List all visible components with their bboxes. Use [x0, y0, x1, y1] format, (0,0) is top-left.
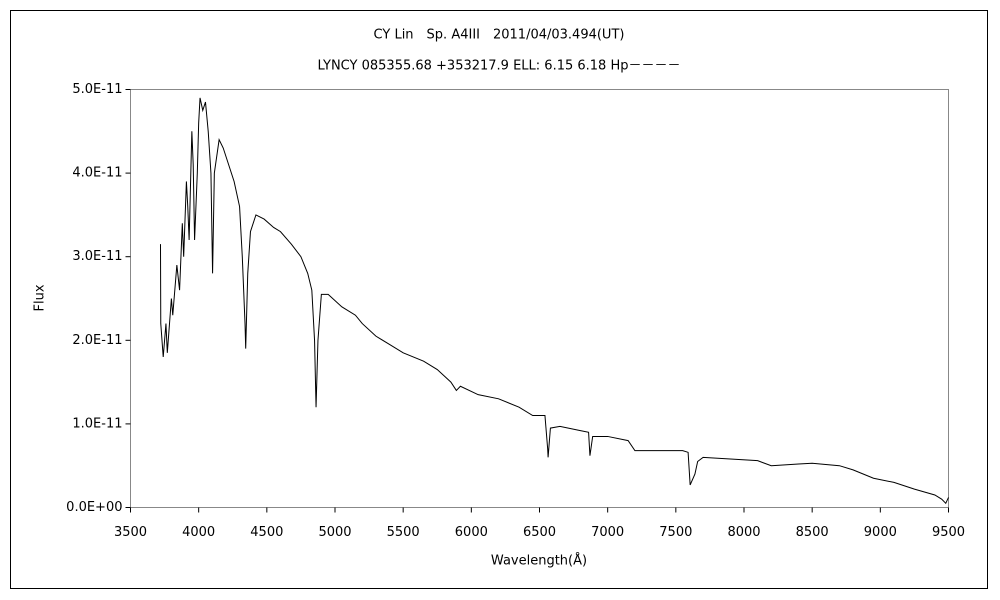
x-tick-label: 7000 [591, 525, 624, 540]
y-tick-label: 3.0E-11 [72, 249, 122, 264]
chart-title: CY Lin Sp. A4III 2011/04/03.494(UT) [374, 28, 625, 43]
x-tick-label: 6500 [523, 525, 556, 540]
x-tick-label: 6000 [455, 525, 488, 540]
x-tick-label: 8500 [796, 525, 829, 540]
y-tick-label: 4.0E-11 [72, 166, 122, 181]
x-tick-label: 4000 [182, 525, 215, 540]
y-tick-label: 5.0E-11 [72, 82, 122, 97]
x-tick-label: 7500 [659, 525, 692, 540]
y-tick-label: 2.0E-11 [72, 333, 122, 348]
spectrum-line [159, 97, 949, 505]
x-tick-label: 5000 [318, 525, 351, 540]
x-tick-label: 9000 [864, 525, 897, 540]
x-tick-label: 4500 [250, 525, 283, 540]
x-tick-label: 3500 [114, 525, 147, 540]
x-tick-label: 9500 [932, 525, 965, 540]
plot-area [130, 89, 949, 508]
x-axis-label: Wavelength(Å) [491, 553, 587, 569]
y-tick-label: 1.0E-11 [72, 416, 122, 431]
chart-subtitle: LYNCY 085355.68 +353217.9 ELL: 6.15 6.18… [318, 59, 681, 74]
x-tick-label: 5500 [387, 525, 420, 540]
x-tick-label: 8000 [727, 525, 760, 540]
y-axis-label: Flux [33, 284, 48, 311]
y-tick-label: 0.0E+00 [66, 500, 122, 515]
